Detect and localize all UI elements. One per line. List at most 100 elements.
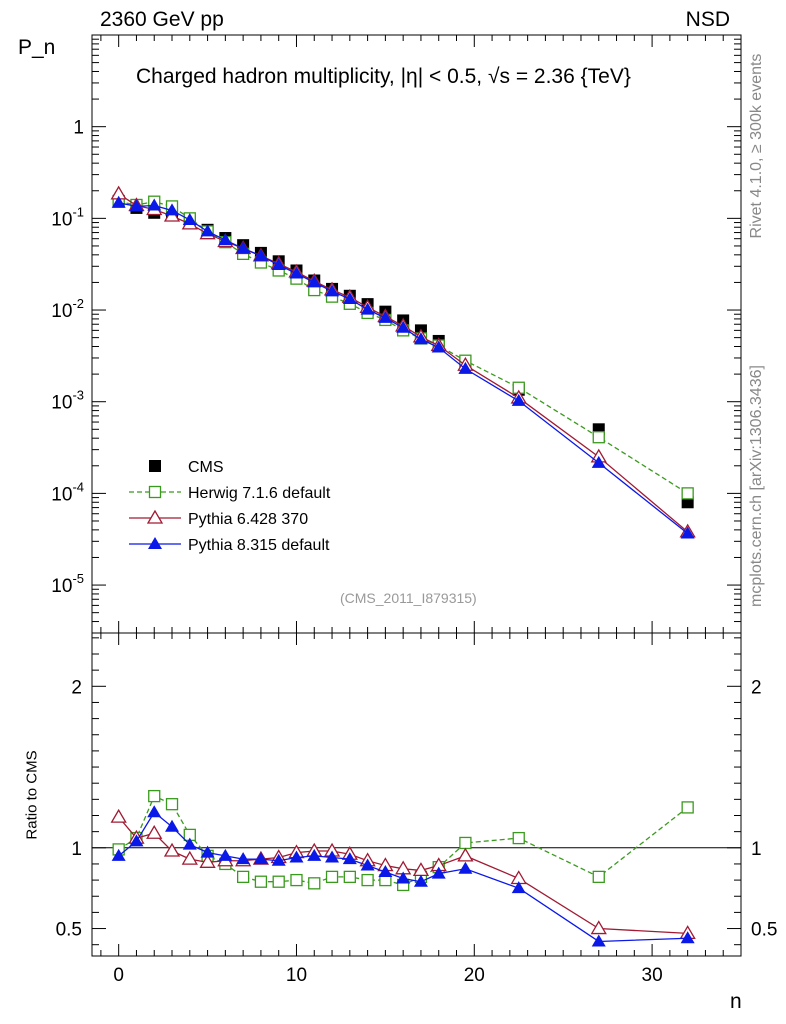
data-point-pythia-8-315-default xyxy=(431,340,446,353)
y-tick-label: 10-3 xyxy=(51,388,84,414)
ratio-point-pythia-8-315-default xyxy=(342,852,357,865)
data-point-pythia-8-315-default xyxy=(200,224,215,237)
data-point-pythia-8-315-default xyxy=(147,198,162,211)
ratio-point-pythia-8-315-default xyxy=(129,834,144,847)
x-tick-label: 0 xyxy=(113,965,124,986)
ratio-y-tick-label-left: 2 xyxy=(71,677,82,698)
legend-entry-pythia-6-428-370: Pythia 6.428 370 xyxy=(129,509,308,528)
x-axis-label: n xyxy=(730,990,742,1013)
axes-layer: 0 10 20 30 10-5 10-4 10-3 10-2 10-1 1 0.5 0.5 1 1 2 2 xyxy=(51,34,777,986)
header-left-label: 2360 GeV pp xyxy=(100,8,224,31)
legend-entry-pythia-8-315-default: Pythia 8.315 default xyxy=(129,537,330,554)
series-line-pythia-8-315-default xyxy=(118,202,689,535)
data-point-pythia-8-315-default xyxy=(396,320,411,333)
chart-title: Charged hadron multiplicity, |η| < 0.5, … xyxy=(136,65,631,88)
y-tick-label: 1 xyxy=(73,118,84,139)
legend-marker xyxy=(149,460,161,472)
series-herwig-7-1-6-default xyxy=(112,195,694,500)
ratio-point-pythia-6-428-370 xyxy=(110,808,127,823)
ratio-plot-frame xyxy=(91,632,742,957)
ratio-y-tick-label-left: 0.5 xyxy=(56,920,82,941)
data-point-pythia-8-315-default xyxy=(325,284,340,297)
x-tick-label: 10 xyxy=(286,965,307,986)
ratio-point-herwig-7-1-6-default xyxy=(308,877,321,890)
ratio-point-herwig-7-1-6-default xyxy=(343,870,356,884)
ratio-point-herwig-7-1-6-default xyxy=(165,798,179,811)
data-point-pythia-8-315-default xyxy=(289,266,304,279)
ratio-point-pythia-6-428-370 xyxy=(163,842,181,857)
data-point-pythia-8-315-default xyxy=(413,332,428,345)
ratio-axis-label: Ratio to CMS xyxy=(23,750,41,840)
ratio-point-pythia-8-315-default xyxy=(218,848,233,861)
ratio-y-tick-label-right: 2 xyxy=(751,677,762,698)
ratio-point-pythia-6-428-370 xyxy=(146,824,163,839)
y-tick-label: 10-2 xyxy=(51,296,84,322)
x-tick-label: 30 xyxy=(642,965,663,986)
ratio-point-pythia-8-315-default xyxy=(378,865,393,878)
ratio-point-pythia-8-315-default xyxy=(591,934,606,947)
ratio-point-pythia-8-315-default xyxy=(396,871,411,884)
data-point-pythia-8-315-default xyxy=(378,310,393,323)
ratio-point-pythia-8-315-default xyxy=(307,848,322,861)
ratio-point-pythia-8-315-default xyxy=(200,845,215,858)
data-point-herwig-7-1-6-default xyxy=(681,487,694,500)
legend-marker xyxy=(148,537,162,549)
data-point-pythia-8-315-default xyxy=(511,393,526,406)
data-point-pythia-8-315-default xyxy=(129,199,144,212)
ratio-point-herwig-7-1-6-default xyxy=(290,873,303,887)
ratio-point-herwig-7-1-6-default xyxy=(681,801,694,814)
data-point-pythia-8-315-default xyxy=(458,361,473,374)
ratio-point-pythia-8-315-default xyxy=(325,850,340,863)
ratio-point-pythia-8-315-default xyxy=(147,805,162,818)
data-point-pythia-8-315-default xyxy=(182,212,197,225)
ratio-point-herwig-7-1-6-default xyxy=(236,870,250,884)
ratio-point-pythia-8-315-default xyxy=(680,931,695,944)
ratio-point-pythia-8-315-default xyxy=(458,861,473,874)
legend-entry-herwig-7-1-6-default: Herwig 7.1.6 default xyxy=(129,485,331,502)
data-point-pythia-8-315-default xyxy=(307,275,322,288)
y-tick-label: 10-5 xyxy=(51,571,84,597)
y-tick-label: 10-4 xyxy=(51,479,84,505)
data-point-pythia-8-315-default xyxy=(591,455,606,468)
data-point-pythia-8-315-default xyxy=(218,233,233,246)
analysis-id: (CMS_2011_I879315) xyxy=(340,590,477,606)
ratio-point-pythia-8-315-default xyxy=(253,852,268,865)
ratio-y-tick-label-right: 1 xyxy=(751,839,762,860)
ratio-point-pythia-8-315-default xyxy=(182,837,197,850)
legend-label: Pythia 8.315 default xyxy=(188,537,330,554)
data-point-pythia-8-315-default xyxy=(236,241,251,254)
ratio-point-pythia-8-315-default xyxy=(360,858,375,871)
ratio-point-herwig-7-1-6-default xyxy=(272,875,285,888)
mcplots-label: mcplots.cern.ch [arXiv:1306.3436] xyxy=(748,365,765,607)
ratio-point-pythia-8-315-default xyxy=(111,848,126,861)
header-right-label: NSD xyxy=(685,8,730,31)
data-point-pythia-8-315-default xyxy=(271,257,286,270)
series-line-herwig-7-1-6-default xyxy=(118,201,689,494)
ratio-point-pythia-8-315-default xyxy=(165,819,180,832)
ratio-y-tick-label-right: 0.5 xyxy=(751,920,777,941)
ratio-point-pythia-8-315-default xyxy=(271,853,286,866)
series-line-pythia-6-428-370 xyxy=(118,193,689,533)
legend-marker xyxy=(148,485,162,499)
data-point-pythia-8-315-default xyxy=(253,248,268,261)
data-point-pythia-8-315-default xyxy=(360,302,375,315)
legend-label: CMS xyxy=(188,459,224,476)
ratio-point-herwig-7-1-6-default xyxy=(254,875,268,888)
ratio-y-tick-label-left: 1 xyxy=(71,839,82,860)
ratio-point-herwig-7-1-6-default xyxy=(361,873,374,887)
ratio-point-pythia-8-315-default xyxy=(431,866,446,879)
ratio-point-pythia-6-428-370 xyxy=(590,920,607,935)
ratio-series-pythia-8-315-default xyxy=(111,805,695,947)
ratio-point-pythia-8-315-default xyxy=(511,881,526,894)
data-point-herwig-7-1-6-default xyxy=(592,431,605,444)
ratio-point-herwig-7-1-6-default xyxy=(512,831,525,845)
ratio-point-pythia-6-428-370 xyxy=(181,850,198,865)
y-axis-label: P_n xyxy=(18,36,56,59)
legend-label: Herwig 7.1.6 default xyxy=(188,485,331,502)
legend-marker xyxy=(146,509,164,524)
data-layer: CMS Herwig 7.1.6 default Pythia 6.428 370 P… xyxy=(110,185,696,947)
ratio-point-pythia-8-315-default xyxy=(289,850,304,863)
data-point-pythia-8-315-default xyxy=(111,195,126,208)
data-point-pythia-8-315-default xyxy=(165,203,180,216)
